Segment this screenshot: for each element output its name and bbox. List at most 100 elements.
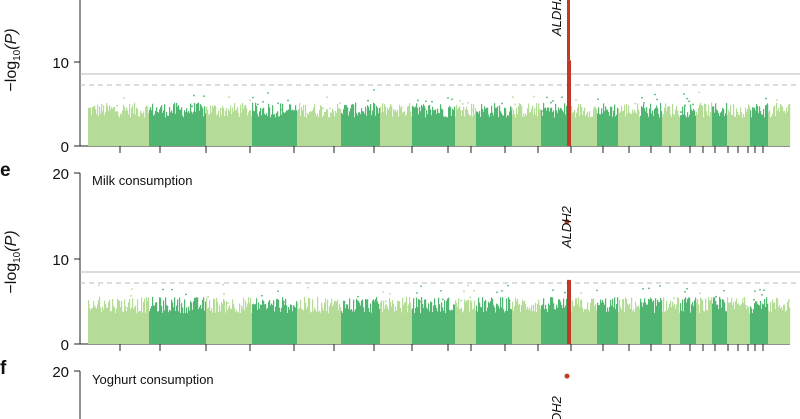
- association-column: [756, 103, 758, 146]
- association-column: [530, 111, 532, 146]
- association-column: [110, 311, 112, 344]
- association-column: [704, 311, 706, 344]
- snp-point: [759, 288, 761, 291]
- association-column: [199, 110, 201, 146]
- association-column: [174, 102, 176, 146]
- association-column: [522, 299, 524, 344]
- association-column: [628, 105, 630, 146]
- association-column: [304, 296, 306, 344]
- association-column: [788, 300, 790, 344]
- association-column: [771, 116, 773, 146]
- association-column: [265, 303, 267, 344]
- association-column: [242, 102, 244, 146]
- association-column: [400, 107, 402, 146]
- association-column: [138, 311, 140, 344]
- association-column: [753, 108, 755, 146]
- association-column: [242, 308, 244, 344]
- association-column: [482, 109, 484, 146]
- association-column: [464, 116, 466, 146]
- association-column: [522, 116, 524, 146]
- association-column: [116, 308, 118, 344]
- association-column: [279, 116, 281, 146]
- association-column: [657, 299, 659, 344]
- snp-point: [261, 294, 263, 297]
- association-column: [545, 107, 547, 146]
- association-column: [119, 117, 121, 146]
- association-column: [664, 312, 666, 344]
- association-column: [267, 307, 269, 344]
- association-column: [544, 108, 546, 146]
- association-column: [773, 106, 775, 146]
- association-column: [181, 107, 183, 146]
- snp-point: [185, 293, 187, 296]
- association-column: [344, 105, 346, 146]
- association-column: [262, 299, 264, 344]
- association-column: [235, 311, 237, 344]
- association-column: [669, 303, 671, 344]
- association-column: [471, 301, 473, 344]
- association-column: [603, 302, 605, 344]
- association-column: [703, 310, 705, 344]
- association-column: [182, 307, 184, 344]
- association-column: [752, 313, 754, 344]
- association-column: [384, 104, 386, 146]
- snp-point: [207, 295, 209, 298]
- association-column: [296, 301, 298, 344]
- snp-point: [776, 99, 778, 102]
- association-column: [164, 104, 166, 146]
- snp-point: [440, 289, 442, 292]
- association-column: [580, 103, 582, 146]
- association-column: [294, 306, 296, 344]
- association-column: [379, 308, 381, 344]
- association-column: [767, 103, 769, 146]
- association-column: [310, 111, 312, 146]
- association-column: [276, 299, 278, 344]
- association-column: [212, 312, 214, 344]
- association-column: [762, 114, 764, 146]
- snp-point: [546, 96, 548, 99]
- association-column: [729, 302, 731, 344]
- association-column: [738, 303, 740, 344]
- association-column: [308, 297, 310, 344]
- association-column: [589, 311, 591, 344]
- association-column: [745, 306, 747, 344]
- association-column: [142, 312, 144, 344]
- association-column: [779, 112, 781, 146]
- snp-point: [715, 295, 717, 298]
- association-column: [227, 115, 229, 146]
- association-column: [274, 311, 276, 344]
- association-column: [414, 313, 416, 344]
- snp-point: [469, 296, 471, 299]
- association-column: [717, 110, 719, 146]
- association-column: [292, 109, 294, 146]
- association-column: [371, 312, 373, 344]
- association-column: [671, 117, 673, 146]
- association-column: [779, 304, 781, 344]
- association-column: [475, 310, 477, 344]
- association-column: [186, 307, 188, 344]
- association-column: [206, 106, 208, 146]
- association-column: [527, 306, 529, 344]
- association-column: [163, 300, 165, 344]
- association-column: [246, 107, 248, 146]
- snp-point: [416, 292, 418, 294]
- association-column: [459, 309, 461, 344]
- association-column: [123, 312, 125, 344]
- association-column: [182, 115, 184, 146]
- association-column: [376, 296, 378, 344]
- association-column: [323, 115, 325, 146]
- association-column: [193, 301, 195, 344]
- association-column: [258, 116, 260, 146]
- association-column: [244, 309, 246, 344]
- association-column: [363, 307, 365, 344]
- association-column: [626, 299, 628, 344]
- association-column: [210, 105, 212, 146]
- association-column: [744, 117, 746, 146]
- association-column: [418, 114, 420, 146]
- association-column: [689, 114, 691, 146]
- association-column: [288, 109, 290, 146]
- association-column: [391, 306, 393, 344]
- association-column: [470, 300, 472, 344]
- association-column: [632, 311, 634, 344]
- association-column: [241, 112, 243, 146]
